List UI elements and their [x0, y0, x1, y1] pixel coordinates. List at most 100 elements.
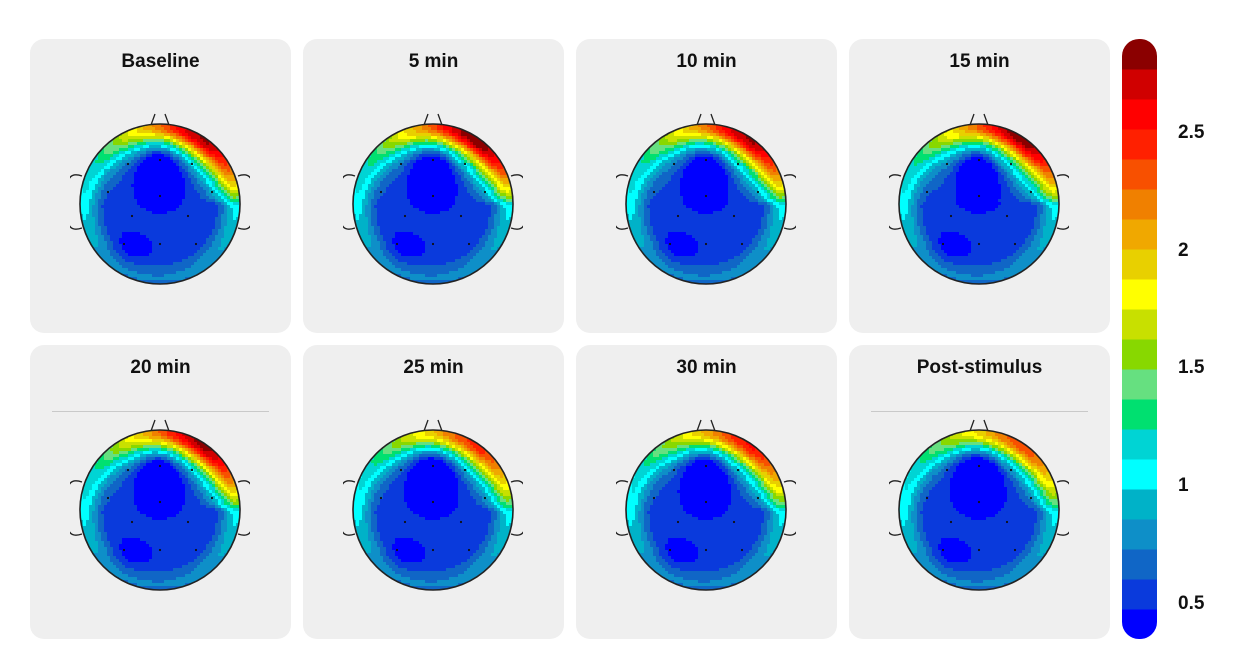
scalp-outline [79, 429, 241, 591]
scalp-topomap [343, 94, 523, 299]
colorbar-tick-label: 1 [1178, 475, 1189, 497]
electrode-marker [122, 548, 126, 552]
electrode-marker [977, 500, 981, 504]
electrode-marker [106, 496, 110, 500]
right-ear-icon [783, 480, 796, 536]
electrode-marker [130, 520, 134, 524]
electrode-marker [1013, 548, 1017, 552]
colorbar-band [1122, 579, 1157, 610]
colorbar-band [1122, 309, 1157, 340]
electrode-marker [463, 162, 467, 166]
right-ear-icon [1056, 174, 1069, 230]
electrode-marker [736, 162, 740, 166]
scalp-topomap [616, 94, 796, 299]
electrode-marker [977, 194, 981, 198]
electrode-marker [483, 190, 487, 194]
nose-icon [696, 113, 716, 126]
topomap-panel: Baseline [30, 39, 291, 333]
scalp-topomap [616, 400, 796, 605]
scalp-topomap [889, 400, 1069, 605]
electrode-marker [122, 242, 126, 246]
scalp-outline [898, 429, 1060, 591]
electrode-marker [194, 242, 198, 246]
electrode-marker [1005, 520, 1009, 524]
colorbar-band [1122, 279, 1157, 310]
colorbar-band [1122, 459, 1157, 490]
colorbar-band [1122, 39, 1157, 70]
colorbar-band [1122, 249, 1157, 280]
electrode-marker [186, 520, 190, 524]
topomap-panel: 25 min [303, 345, 564, 639]
electrode-marker [672, 162, 676, 166]
electrode-marker [431, 242, 435, 246]
electrode-marker [704, 500, 708, 504]
electrode-marker [736, 468, 740, 472]
electrode-marker [1013, 242, 1017, 246]
electrode-marker [379, 190, 383, 194]
left-ear-icon [616, 480, 629, 536]
electrode-marker [194, 548, 198, 552]
panel-title: 15 min [949, 51, 1010, 72]
electrode-marker [190, 468, 194, 472]
nose-icon [150, 113, 170, 126]
scalp-outline [79, 123, 241, 285]
electrode-marker [732, 214, 736, 218]
electrode-marker [676, 520, 680, 524]
electrode-marker [1029, 190, 1033, 194]
electrode-marker [704, 548, 708, 552]
electrode-marker [431, 194, 435, 198]
electrode-marker [399, 162, 403, 166]
colorbar [1122, 39, 1157, 639]
electrode-marker [467, 548, 471, 552]
electrode-marker [668, 548, 672, 552]
colorbar-band [1122, 189, 1157, 220]
nose-icon [423, 113, 443, 126]
electrode-marker [704, 194, 708, 198]
nose-icon [150, 419, 170, 432]
scalp-topomap [70, 94, 250, 299]
electrode-marker [676, 214, 680, 218]
electrode-marker [925, 190, 929, 194]
panel-title: 10 min [676, 51, 737, 72]
left-ear-icon [343, 480, 356, 536]
electrode-marker [977, 464, 981, 468]
panel-divider [52, 411, 269, 412]
left-ear-icon [70, 480, 83, 536]
electrode-marker [431, 464, 435, 468]
electrode-marker [431, 158, 435, 162]
right-ear-icon [237, 174, 250, 230]
colorbar-band [1122, 339, 1157, 370]
colorbar-band [1122, 129, 1157, 160]
colorbar-tick-label: 1.5 [1178, 357, 1205, 379]
electrode-marker [977, 548, 981, 552]
nose-icon [696, 419, 716, 432]
electrode-marker [732, 520, 736, 524]
nose-icon [423, 419, 443, 432]
electrode-marker [395, 548, 399, 552]
panel-title: 30 min [676, 357, 737, 378]
electrode-marker [459, 214, 463, 218]
electrode-marker [1029, 496, 1033, 500]
panel-title: 20 min [130, 357, 191, 378]
scalp-outline [625, 429, 787, 591]
electrode-marker [130, 214, 134, 218]
electrode-marker [704, 242, 708, 246]
topomap-panel: 10 min [576, 39, 837, 333]
electrode-marker [652, 190, 656, 194]
colorbar-band [1122, 609, 1157, 639]
left-ear-icon [889, 174, 902, 230]
topomap-panel: Post-stimulus [849, 345, 1110, 639]
right-ear-icon [510, 174, 523, 230]
left-ear-icon [70, 174, 83, 230]
scalp-topomap [70, 400, 250, 605]
electrode-marker [126, 468, 130, 472]
electrode-marker [941, 548, 945, 552]
panel-divider [871, 411, 1088, 412]
electrode-marker [949, 520, 953, 524]
topomap-panel: 15 min [849, 39, 1110, 333]
scalp-outline [625, 123, 787, 285]
colorbar-tick-label: 2.5 [1178, 122, 1205, 144]
electrode-marker [403, 214, 407, 218]
electrode-marker [431, 500, 435, 504]
electrode-marker [158, 158, 162, 162]
